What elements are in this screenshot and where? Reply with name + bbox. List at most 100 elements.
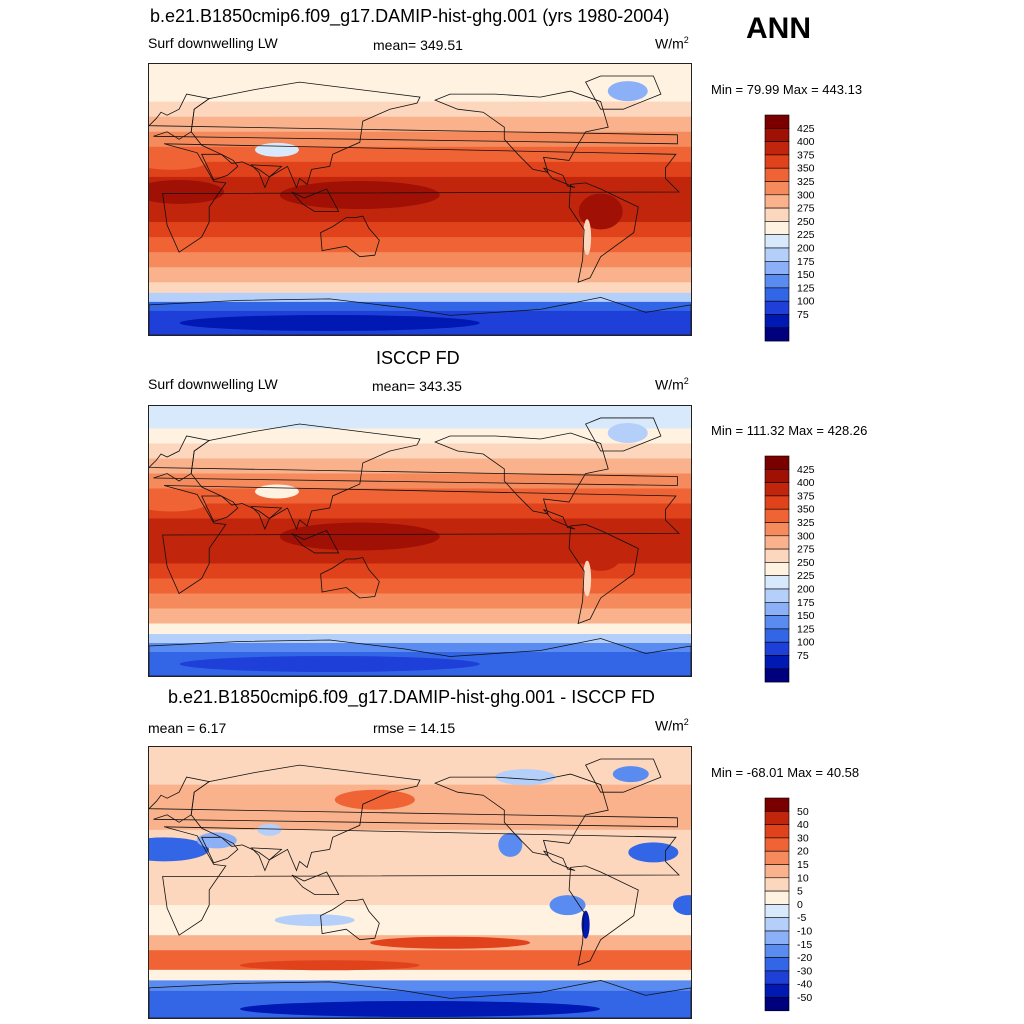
field-band: [149, 890, 691, 906]
greenland-low: [607, 81, 648, 102]
panel-1-units-label: W/m2: [655, 35, 689, 52]
colorbar-box: [764, 508, 790, 523]
tibet-low: [254, 484, 299, 499]
coastline-austr: [320, 898, 380, 941]
colorbar-tick-label: 225: [797, 229, 815, 241]
coastline-green: [585, 417, 662, 452]
coastline-antarc: [149, 638, 691, 676]
field-band: [149, 799, 691, 816]
colorbar-box: [764, 287, 790, 302]
colorbar-tick-label: 425: [797, 123, 815, 135]
field-band: [149, 548, 691, 564]
andes-low: [583, 219, 592, 256]
coastline-india: [250, 847, 283, 872]
colorbar-box: [764, 890, 790, 905]
panel-3-units-label: W/m2: [655, 717, 689, 734]
colorbar-tick-label: -40: [797, 979, 812, 991]
colorbar-box: [764, 930, 790, 945]
warm-pool: [279, 522, 440, 551]
coastline-cam: [543, 167, 576, 188]
colorbar-tick-label: 150: [797, 610, 815, 622]
colorbar-box: [764, 562, 790, 577]
colorbar-box: [764, 602, 790, 616]
tibet-low: [254, 142, 299, 157]
coastline-india: [250, 164, 283, 189]
colorbar-tick-label: 200: [797, 243, 815, 255]
tropical-samerica: [578, 535, 623, 571]
panel-3-minmax: Min = -68.01 Max = 40.58: [711, 765, 860, 780]
colorbar-box: [764, 575, 790, 590]
field-band: [149, 859, 691, 876]
sahara: [149, 153, 207, 170]
colorbar-box: [764, 877, 790, 892]
coastline-nam: [434, 773, 609, 856]
panel-3-rmse-label: rmse = 14.15: [373, 720, 456, 736]
field-band: [149, 292, 691, 303]
field-band: [149, 608, 691, 624]
colorbar-box: [764, 314, 790, 329]
colorbar-box: [764, 234, 790, 249]
field-band: [149, 784, 691, 801]
panel-1-colorbar: 425 400 375 350 325 300 275 250 225 200 175 150 125 1…: [764, 114, 845, 342]
colorbar-box: [764, 535, 790, 550]
colorbar-tick-label: -30: [797, 965, 812, 977]
coastline-antarc: [149, 979, 691, 1018]
colorbar-tick-label: 375: [797, 149, 815, 161]
coastline-arabia: [201, 836, 239, 864]
field-band: [149, 874, 691, 891]
colorbar-tick-label: 175: [797, 597, 815, 609]
southern-ocean-positive: [370, 936, 531, 949]
season-label: ANN: [746, 12, 811, 45]
antarctica-core: [179, 656, 480, 672]
field-band: [149, 844, 691, 861]
coastline-africa: [162, 485, 680, 595]
field-band: [149, 86, 691, 103]
colorbar-tick-label: 275: [797, 544, 815, 556]
colorbar-tick-label: 175: [797, 256, 815, 268]
colorbar-box: [764, 811, 790, 825]
colorbar-box: [764, 850, 790, 865]
colorbar-box: [764, 522, 790, 537]
panel-3-mean-label: mean = 6.17: [148, 720, 227, 736]
tropical-africa: [149, 179, 225, 204]
panel-2-units-label: W/m2: [655, 376, 689, 393]
colorbar-box: [764, 588, 790, 603]
colorbar-tick-label: 75: [797, 309, 809, 321]
colorbar-tick-label: 350: [797, 504, 815, 516]
panel-2-colorbar: 425 400 375 350 325 300 275 250 225 200 175 150 125 1…: [764, 455, 845, 683]
panel-2-mean-label: mean= 343.35: [372, 378, 462, 394]
colorbar-box: [764, 455, 790, 470]
field-band: [149, 747, 691, 771]
antarctica-core-negative: [240, 1000, 600, 1017]
colorbar-tick-label: 375: [797, 490, 815, 502]
colorbar-tick-label: 350: [797, 163, 815, 175]
namibia-negative: [672, 895, 691, 916]
field-band: [149, 267, 691, 283]
field-band: [149, 503, 691, 519]
colorbar-box: [764, 261, 790, 275]
coastline-nam: [434, 90, 609, 173]
field-band: [149, 282, 691, 294]
coastline-europe: [149, 435, 678, 486]
colorbar-box: [764, 628, 790, 643]
colorbar-tick-label: -5: [797, 912, 806, 924]
colorbar-box: [764, 797, 790, 812]
coastline-asia: [190, 423, 421, 531]
colorbar-box: [764, 469, 790, 483]
colorbar-box: [764, 128, 790, 142]
field-band: [149, 252, 691, 268]
colorbar-tick-label: 150: [797, 269, 815, 281]
colorbar-box: [764, 997, 790, 1012]
colorbar-box: [764, 944, 790, 958]
field-band: [149, 969, 691, 981]
field-band: [149, 578, 691, 594]
field-band: [149, 207, 691, 223]
colorbar-box: [764, 482, 790, 497]
colorbar-tick-label: 125: [797, 623, 815, 635]
colorbar-box: [764, 957, 790, 972]
colorbar-box: [764, 247, 790, 262]
colorbar-box: [764, 668, 790, 683]
field-band: [149, 563, 691, 579]
coastline-austr: [320, 215, 380, 258]
